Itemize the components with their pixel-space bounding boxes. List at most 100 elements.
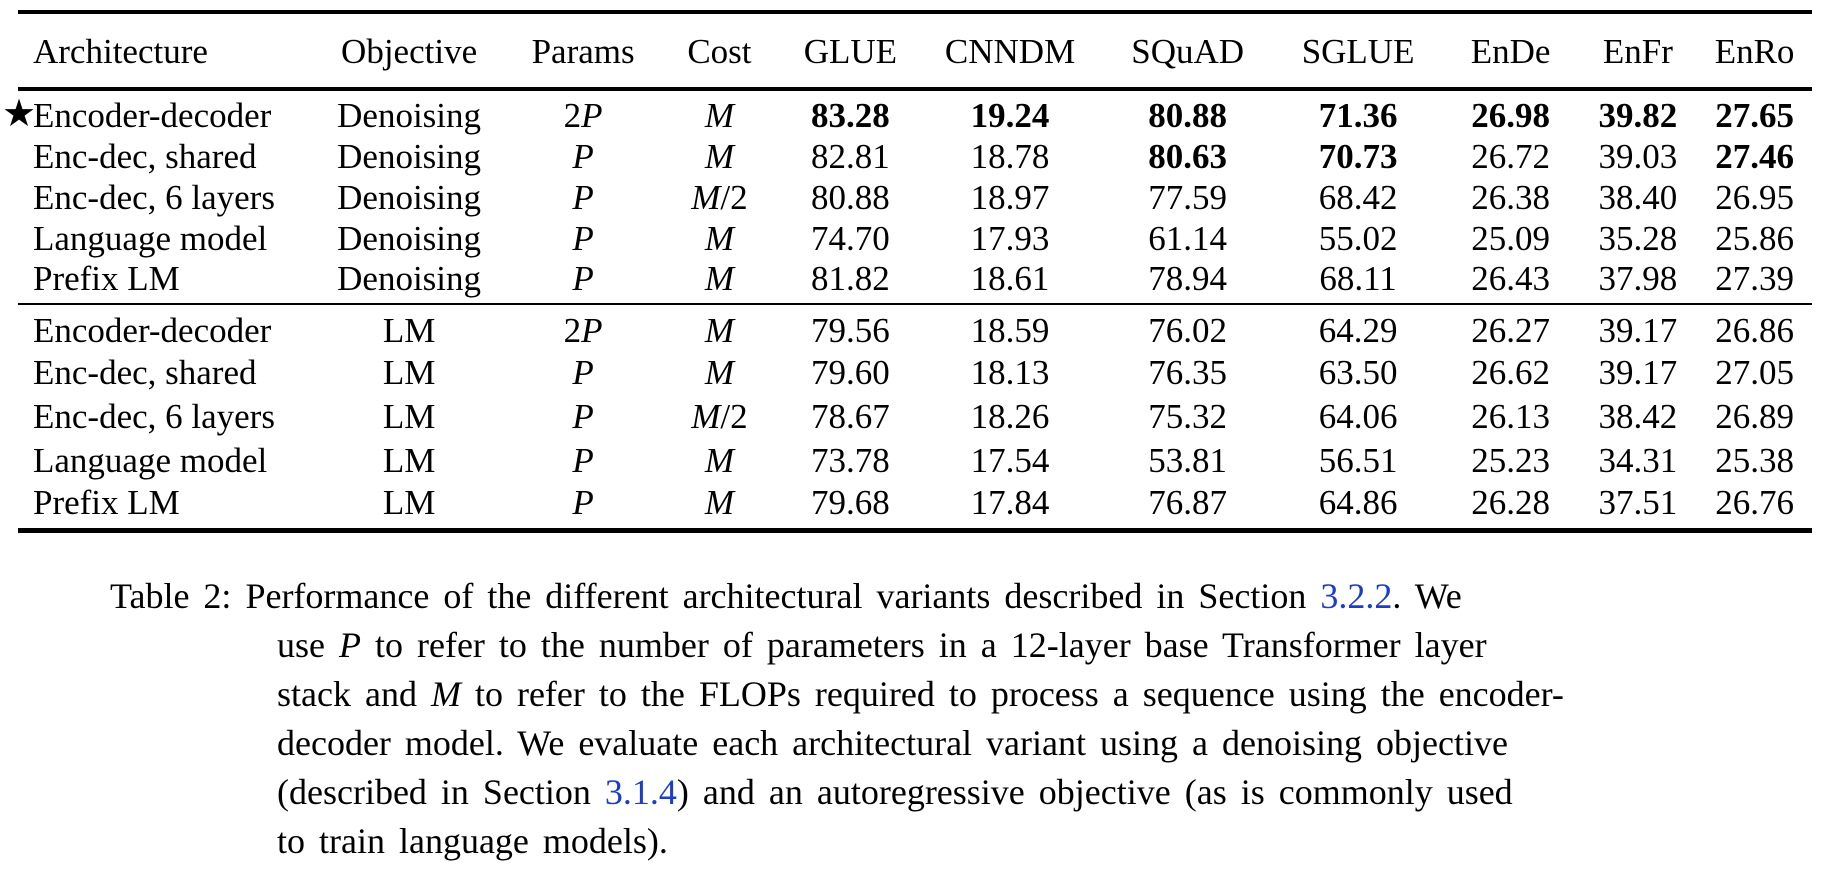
score-cell-squad: 78.94 (1148, 259, 1228, 298)
params-cell: P (572, 218, 594, 258)
architecture-cell: Encoder-decoder (33, 311, 272, 350)
score-cell-enfr: 39.03 (1598, 136, 1678, 176)
column-header-squad: SQuAD (1101, 12, 1274, 91)
column-header-ende: EnDe (1442, 12, 1579, 91)
column-header-architecture: Architecture (18, 12, 309, 91)
score-cell-sglue: 71.36 (1318, 96, 1398, 135)
score-cell-cnndm: 17.54 (970, 441, 1050, 480)
cost-cell: M (704, 483, 734, 522)
score-cell-ende: 25.09 (1471, 218, 1550, 258)
score-cell-ende: 26.13 (1471, 397, 1550, 436)
score-cell-glue: 74.70 (811, 218, 890, 258)
score-cell-enro: 26.76 (1715, 483, 1794, 522)
score-cell-glue: 78.67 (811, 397, 890, 436)
objective-cell: LM (382, 311, 436, 350)
column-header-enfr: EnFr (1578, 12, 1698, 91)
score-cell-squad: 76.02 (1148, 311, 1228, 350)
objective-cell: LM (382, 397, 436, 436)
caption-text: to refer to the number of parameters in … (361, 625, 1487, 665)
score-cell-enfr: 34.31 (1598, 441, 1678, 480)
caption-text: to train language models). (277, 821, 668, 861)
column-header-cnndm: CNNDM (918, 12, 1102, 91)
denoising-rows-group: ★ Encoder-decoder Denoising 2P M 83.28 19… (2, 89, 1812, 304)
params-cell: P (572, 259, 594, 298)
math-symbol: P (339, 625, 361, 665)
score-cell-squad: 76.35 (1148, 353, 1228, 392)
caption-text: (described in Section (277, 772, 605, 812)
table-row: Language model Denoising P M 74.70 17.93… (18, 218, 1812, 259)
table-caption-label: Table 2: (110, 576, 232, 616)
score-cell-cnndm: 17.93 (970, 218, 1050, 258)
params-cell: P (572, 441, 594, 480)
score-cell-enro: 27.05 (1715, 353, 1794, 392)
params-cell: P (572, 397, 594, 436)
column-header-params: Params (509, 12, 657, 91)
score-cell-glue: 81.82 (811, 259, 890, 298)
score-cell-sglue: 64.86 (1318, 483, 1398, 522)
score-cell-ende: 26.72 (1471, 136, 1550, 176)
cost-cell: M (704, 353, 734, 392)
column-header-cost: Cost (656, 12, 783, 91)
score-cell-enfr: 37.98 (1598, 259, 1678, 298)
score-cell-ende: 26.27 (1471, 311, 1550, 350)
score-cell-enfr: 38.42 (1598, 397, 1678, 436)
score-cell-enfr: 39.17 (1598, 311, 1678, 350)
score-cell-enro: 25.38 (1715, 441, 1794, 480)
score-cell-cnndm: 18.61 (970, 259, 1050, 298)
table-caption: Table 2: Performance of the different arc… (110, 572, 1762, 866)
objective-cell: Denoising (337, 259, 482, 298)
table-row: Prefix LM LM P M 79.68 17.84 76.87 64.86… (18, 483, 1812, 531)
architecture-cell: Enc-dec, shared (33, 353, 257, 392)
architecture-cell: Enc-dec, 6 layers (33, 177, 275, 217)
caption-line: to train language models). (277, 817, 1762, 866)
score-cell-cnndm: 19.24 (970, 96, 1050, 135)
score-cell-ende: 25.23 (1471, 441, 1550, 480)
objective-cell: LM (382, 483, 436, 522)
score-cell-cnndm: 17.84 (970, 483, 1050, 522)
score-cell-sglue: 64.29 (1318, 311, 1398, 350)
score-cell-cnndm: 18.26 (970, 397, 1050, 436)
score-cell-enro: 26.95 (1715, 177, 1794, 217)
caption-text: to refer to the FLOPs required to proces… (460, 674, 1564, 714)
cost-cell: M/2 (691, 177, 748, 217)
score-cell-squad: 53.81 (1148, 441, 1228, 480)
score-cell-enro: 26.89 (1715, 397, 1794, 436)
cost-cell: M (704, 441, 734, 480)
table-row: Enc-dec, 6 layers LM P M/2 78.67 18.26 7… (18, 395, 1812, 439)
score-cell-enfr: 39.17 (1598, 353, 1678, 392)
score-cell-enro: 25.86 (1715, 218, 1794, 258)
score-cell-ende: 26.28 (1471, 483, 1550, 522)
table-row: Enc-dec, shared Denoising P M 82.81 18.7… (18, 136, 1812, 177)
score-cell-squad: 75.32 (1148, 397, 1228, 436)
score-cell-sglue: 64.06 (1318, 397, 1398, 436)
caption-text: Performance of the different architectur… (245, 576, 1321, 616)
objective-cell: Denoising (337, 177, 482, 217)
score-cell-ende: 26.38 (1471, 177, 1550, 217)
objective-cell: Denoising (337, 218, 482, 258)
caption-text: stack and (277, 674, 431, 714)
objective-cell: LM (382, 353, 436, 392)
star-icon: ★ (2, 92, 37, 135)
table-row: Encoder-decoder LM 2P M 79.56 18.59 76.0… (18, 304, 1812, 351)
score-cell-sglue: 68.42 (1318, 177, 1398, 217)
score-cell-glue: 82.81 (811, 136, 890, 176)
params-cell: P (572, 136, 594, 176)
column-header-sglue: SGLUE (1273, 12, 1443, 91)
table-row: Language model LM P M 73.78 17.54 53.81 … (18, 439, 1812, 483)
score-cell-enro: 27.65 (1715, 96, 1794, 135)
table-row: Prefix LM Denoising P M 81.82 18.61 78.9… (18, 259, 1812, 304)
score-cell-enfr: 38.40 (1598, 177, 1678, 217)
score-cell-cnndm: 18.78 (970, 136, 1050, 176)
section-link[interactable]: 3.2.2 (1320, 576, 1393, 616)
column-header-objective: Objective (308, 12, 510, 91)
params-cell: 2P (563, 311, 603, 350)
cost-cell: M (704, 311, 734, 350)
score-cell-glue: 79.56 (811, 311, 890, 350)
section-link[interactable]: 3.1.4 (604, 772, 677, 812)
column-header-glue: GLUE (782, 12, 919, 91)
score-cell-glue: 80.88 (811, 177, 890, 217)
header-row: Architecture Objective Params Cost GLUE … (18, 12, 1812, 91)
score-cell-glue: 73.78 (811, 441, 890, 480)
score-cell-sglue: 70.73 (1318, 136, 1398, 176)
objective-cell: Denoising (337, 96, 482, 135)
